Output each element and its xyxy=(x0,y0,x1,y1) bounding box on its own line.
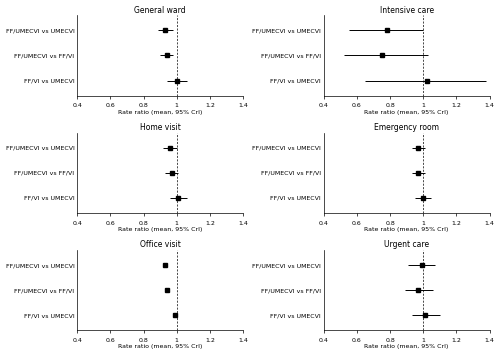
Title: Intensive care: Intensive care xyxy=(380,6,434,15)
X-axis label: Rate ratio (mean, 95% CrI): Rate ratio (mean, 95% CrI) xyxy=(364,344,449,349)
X-axis label: Rate ratio (mean, 95% CrI): Rate ratio (mean, 95% CrI) xyxy=(118,227,202,232)
Title: Office visit: Office visit xyxy=(140,240,180,249)
X-axis label: Rate ratio (mean, 95% CrI): Rate ratio (mean, 95% CrI) xyxy=(364,227,449,232)
Title: Urgent care: Urgent care xyxy=(384,240,429,249)
X-axis label: Rate ratio (mean, 95% CrI): Rate ratio (mean, 95% CrI) xyxy=(118,344,202,349)
X-axis label: Rate ratio (mean, 95% CrI): Rate ratio (mean, 95% CrI) xyxy=(118,110,202,115)
Title: General ward: General ward xyxy=(134,6,186,15)
Title: Emergency room: Emergency room xyxy=(374,123,439,132)
Title: Home visit: Home visit xyxy=(140,123,180,132)
X-axis label: Rate ratio (mean, 95% CrI): Rate ratio (mean, 95% CrI) xyxy=(364,110,449,115)
